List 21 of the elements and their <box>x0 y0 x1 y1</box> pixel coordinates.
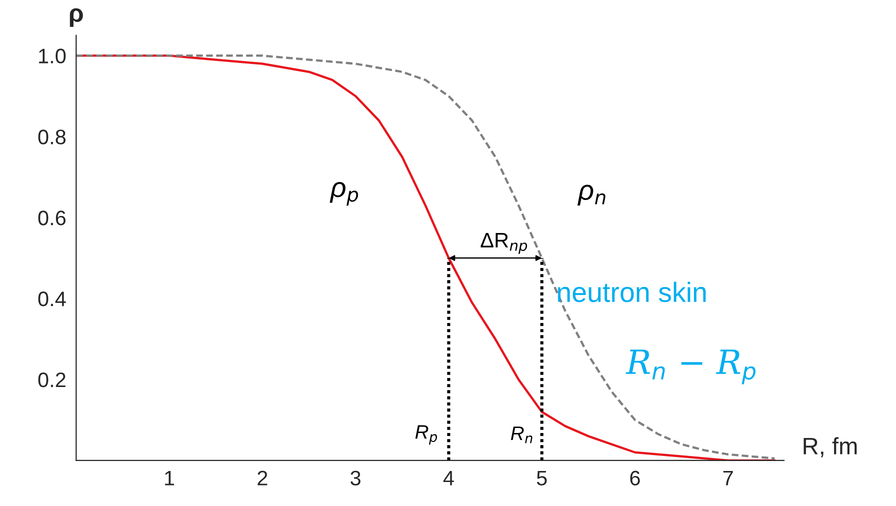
y-tick-label: 0.2 <box>38 372 66 388</box>
annotation: ρ$_{n}$ <box>577 184 606 206</box>
annotation: neutron skin <box>558 282 706 302</box>
annotation: ΔR$_{np}$ <box>480 233 528 254</box>
x-tick-label: 5 <box>536 470 547 486</box>
y-tick-label: 0.8 <box>38 130 66 144</box>
x-tick-label: 2 <box>258 470 268 486</box>
x-tick-label: 1 <box>165 470 174 486</box>
annotation: R$_{p}$ <box>415 425 438 445</box>
y-tick-label: 0.6 <box>38 210 66 226</box>
x-tick-label: 6 <box>630 470 640 486</box>
x-axis-title: R, fm <box>804 437 857 458</box>
annotation: R$_{n}$ <box>510 426 532 444</box>
y-tick-label: 1.0 <box>39 48 66 64</box>
y-tick-label: 0.4 <box>38 292 66 306</box>
x-tick-label: 4 <box>443 470 454 486</box>
x-tick-label: 3 <box>350 470 360 486</box>
y-axis-title: ρ <box>70 8 83 27</box>
annotation: R$_{n}$ − R$_{p}$ <box>626 350 756 384</box>
annotation: ρ$_{p}$ <box>330 182 358 206</box>
x-tick-label: 7 <box>723 470 733 486</box>
